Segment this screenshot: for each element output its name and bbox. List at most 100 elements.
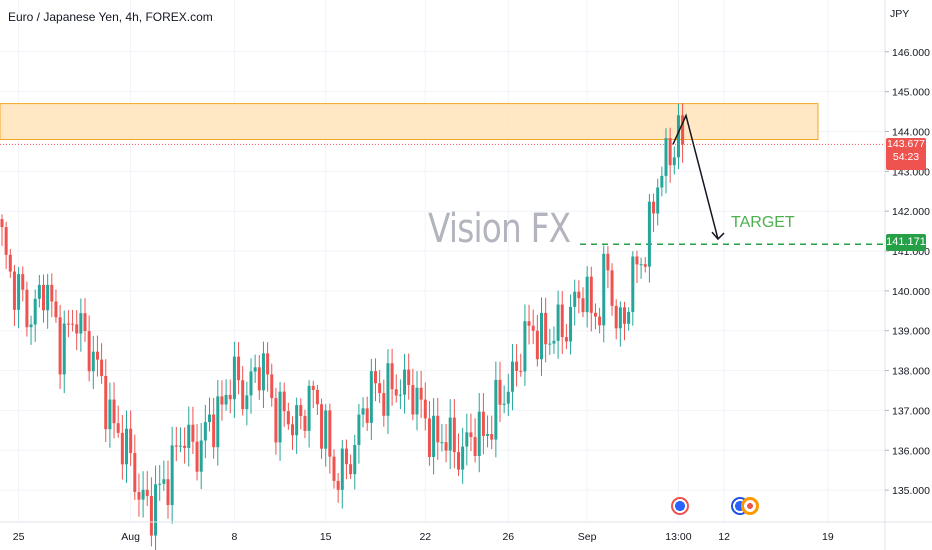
candle-body <box>498 379 502 405</box>
candle <box>531 309 535 345</box>
candle-body <box>494 379 498 440</box>
economic-event-icon-jp[interactable] <box>741 497 759 515</box>
candle <box>170 426 174 524</box>
candle-body <box>266 353 270 375</box>
candle-body <box>249 371 253 396</box>
candle-body <box>183 445 187 448</box>
candle <box>29 315 33 345</box>
candle-body <box>531 325 535 331</box>
candle <box>510 343 514 411</box>
candle-body <box>353 444 357 475</box>
time-tick-label: 22 <box>419 531 431 543</box>
candle <box>166 460 170 519</box>
candle <box>33 289 37 342</box>
candle-body <box>162 479 166 484</box>
candle-body <box>133 453 137 493</box>
candle <box>324 404 328 467</box>
candle-body <box>199 440 203 472</box>
candle-body <box>457 452 460 470</box>
currency-unit-label: JPY <box>890 8 910 20</box>
candle-body <box>643 264 647 267</box>
economic-event-icon-eu[interactable] <box>671 497 689 515</box>
candle <box>216 379 220 466</box>
candle <box>349 454 353 480</box>
target-label: TARGET <box>731 214 795 231</box>
current-price-tag: 143.677 54:23 <box>886 138 926 170</box>
candle <box>415 371 419 431</box>
candle-body <box>108 399 112 430</box>
candle-body <box>71 323 75 325</box>
candle <box>448 399 452 470</box>
candle-body <box>672 157 676 166</box>
candle <box>656 178 660 226</box>
candle-body <box>137 492 141 500</box>
candle <box>145 471 149 507</box>
candle <box>87 315 91 382</box>
candle-body <box>145 489 149 496</box>
candle-body <box>120 432 124 465</box>
candle <box>62 310 66 394</box>
candle <box>344 439 348 480</box>
candle <box>237 342 241 395</box>
candle-body <box>224 394 228 405</box>
candle-body <box>54 301 58 318</box>
candle-body <box>95 351 99 360</box>
candle <box>593 303 597 330</box>
candle <box>598 307 602 334</box>
candle-body <box>440 442 444 444</box>
candle-body <box>170 445 174 506</box>
candle-body <box>490 434 494 440</box>
candle <box>481 393 485 455</box>
candle-body <box>564 337 568 342</box>
candle <box>220 380 224 421</box>
symbol-title[interactable]: Euro / Japanese Yen, 4h, FOREX.com <box>8 10 213 24</box>
time-tick-label: 8 <box>231 531 237 543</box>
candle <box>129 410 133 466</box>
candle <box>187 406 191 467</box>
candle <box>498 361 502 423</box>
candle-body <box>423 399 427 419</box>
candle <box>357 403 361 464</box>
candle <box>303 409 307 439</box>
price-tick-label: 135.000 <box>892 485 930 497</box>
price-tick-label: 142.000 <box>892 206 930 218</box>
time-tick-label: 13:00 <box>665 531 691 543</box>
candle-body <box>614 305 618 329</box>
candle <box>282 382 286 427</box>
candle <box>382 379 386 427</box>
candle-body <box>320 404 324 449</box>
candle-body <box>112 399 116 424</box>
candle-body <box>158 483 162 485</box>
candle-body <box>344 448 348 465</box>
candle <box>527 304 531 345</box>
candle-body <box>676 115 680 158</box>
candle-body <box>473 437 477 456</box>
candle-body <box>278 391 282 443</box>
candle-body <box>100 359 104 377</box>
time-axis[interactable]: 25 Aug 8 15 22 26 Sep 13:00 12 19 <box>13 531 834 543</box>
candle <box>149 477 153 547</box>
candle-body <box>535 330 539 360</box>
candle-body <box>573 291 577 307</box>
candle-body <box>560 304 564 338</box>
candle-body <box>631 256 635 312</box>
candle <box>266 342 270 392</box>
candle <box>0 214 4 246</box>
candle-body <box>291 424 294 436</box>
candle <box>407 353 411 400</box>
time-tick-label: 15 <box>320 531 332 543</box>
candle-body <box>349 464 353 475</box>
candle <box>228 379 232 414</box>
candle <box>548 328 552 355</box>
candle <box>133 434 137 500</box>
candle <box>573 279 577 326</box>
candle-body <box>668 138 672 166</box>
price-axis[interactable]: 135.000 136.000 137.000 138.000 139.000 140.0… <box>885 47 930 497</box>
candle-body <box>245 395 249 410</box>
candle-body <box>232 356 236 400</box>
candle-body <box>602 253 606 326</box>
candle <box>232 341 236 418</box>
candle-body <box>228 394 232 400</box>
candle-body <box>141 489 145 500</box>
